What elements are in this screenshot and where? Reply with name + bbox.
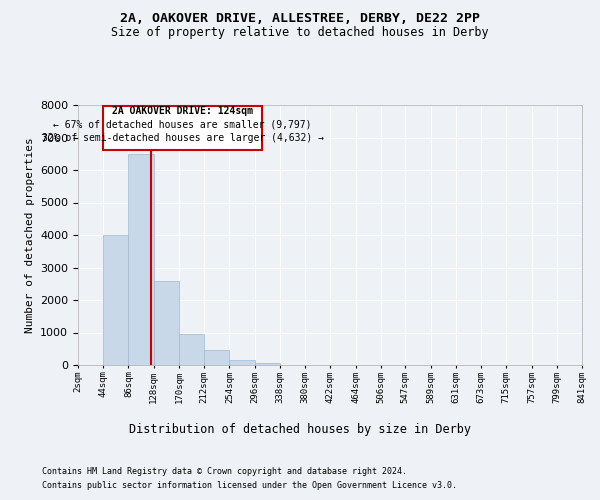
Text: 32% of semi-detached houses are larger (4,632) →: 32% of semi-detached houses are larger (… — [41, 133, 323, 143]
Bar — [179, 334, 204, 365]
Text: 2A OAKOVER DRIVE: 124sqm: 2A OAKOVER DRIVE: 124sqm — [112, 106, 253, 116]
Text: 2A, OAKOVER DRIVE, ALLESTREE, DERBY, DE22 2PP: 2A, OAKOVER DRIVE, ALLESTREE, DERBY, DE2… — [120, 12, 480, 26]
Text: ← 67% of detached houses are smaller (9,797): ← 67% of detached houses are smaller (9,… — [53, 120, 312, 130]
Bar — [128, 154, 154, 365]
Bar — [229, 360, 254, 365]
Bar — [154, 280, 179, 365]
Y-axis label: Number of detached properties: Number of detached properties — [25, 137, 35, 333]
Bar — [254, 364, 280, 365]
Text: Size of property relative to detached houses in Derby: Size of property relative to detached ho… — [111, 26, 489, 39]
Text: Contains public sector information licensed under the Open Government Licence v3: Contains public sector information licen… — [42, 481, 457, 490]
FancyBboxPatch shape — [103, 106, 262, 150]
Bar — [103, 235, 128, 365]
Text: Contains HM Land Registry data © Crown copyright and database right 2024.: Contains HM Land Registry data © Crown c… — [42, 468, 407, 476]
Text: Distribution of detached houses by size in Derby: Distribution of detached houses by size … — [129, 422, 471, 436]
Bar — [204, 350, 229, 365]
